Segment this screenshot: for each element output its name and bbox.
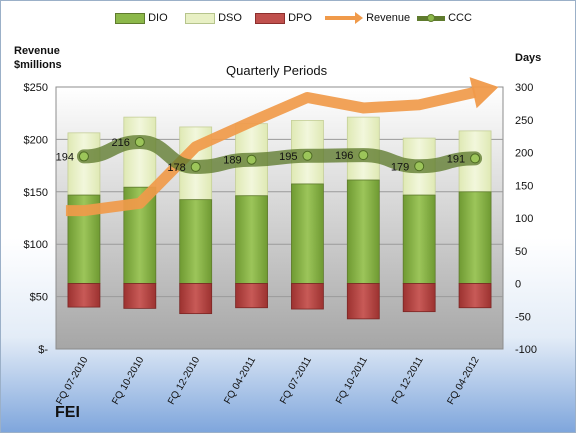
ccc-data-label: 216: [111, 137, 129, 149]
legend-revenue-arrow-icon: [325, 16, 355, 21]
x-tick-label: FQ 12-2011: [390, 355, 426, 406]
dio-bar: [291, 183, 324, 284]
legend-revenue-label: Revenue: [366, 12, 411, 24]
ccc-point: [358, 150, 369, 161]
x-tick-label: FQ 07-2011: [278, 355, 314, 406]
ccc-data-label: 178: [167, 162, 185, 174]
left-tick-label: $-: [38, 344, 48, 356]
company-label: FEI: [55, 404, 80, 421]
dso-bar: [67, 132, 101, 196]
ccc-point: [470, 153, 481, 164]
left-tick-label: $50: [30, 292, 48, 304]
right-tick-label: 250: [515, 115, 533, 127]
dio-bar: [346, 179, 380, 284]
ccc-data-label: 191: [447, 153, 465, 165]
right-tick-label: 300: [515, 82, 533, 94]
legend-ccc-swatch: [417, 13, 445, 22]
x-tick-label: FQ 10-2010: [110, 355, 146, 407]
left-axis-label-line2: $millions: [14, 59, 62, 71]
dpo-bar: [402, 283, 436, 313]
legend-dio: DIO: [115, 12, 168, 24]
dio-bar: [402, 194, 436, 284]
legend-dso: DSO: [185, 12, 242, 24]
legend-dio-label: DIO: [148, 12, 168, 24]
ccc-data-label: 189: [223, 155, 241, 167]
x-tick-label: FQ 12-2010: [166, 355, 202, 407]
right-tick-label: 50: [515, 246, 527, 258]
right-tick-label: 150: [515, 180, 533, 192]
right-tick-label: 100: [515, 213, 533, 225]
right-tick-label: 0: [515, 279, 521, 291]
left-tick-label: $250: [24, 82, 48, 94]
legend-ccc-label: CCC: [448, 12, 472, 24]
dio-bar: [235, 195, 268, 284]
dio-bar: [179, 199, 213, 284]
left-tick-label: $200: [24, 134, 48, 146]
right-axis-label: Days: [515, 52, 542, 64]
legend-dpo-swatch: [255, 12, 285, 24]
right-tick-label: -50: [515, 311, 531, 323]
left-tick-label: $150: [24, 187, 48, 199]
x-tick-label: FQ 10-2011: [334, 355, 370, 406]
x-tick-label: FQ 07-2010: [54, 355, 90, 407]
right-tick-label: -100: [515, 344, 537, 356]
left-tick-label: $100: [24, 239, 48, 251]
ccc-data-label: 195: [279, 151, 297, 163]
plot-area: [55, 86, 504, 350]
ccc-point: [190, 161, 201, 172]
ccc-data-label: 179: [391, 161, 409, 173]
ccc-point: [302, 150, 313, 161]
dpo-bar: [346, 283, 380, 320]
chart-title: Quarterly Periods: [226, 63, 328, 78]
legend-ccc: CCC: [417, 12, 472, 24]
ccc-point: [134, 137, 145, 148]
revenue-arrow-icon: [469, 77, 499, 109]
legend-dpo-label: DPO: [288, 12, 312, 24]
dpo-bar: [235, 283, 268, 309]
ccc-point: [414, 161, 425, 172]
legend-dpo: DPO: [255, 12, 312, 24]
dpo-bar: [291, 283, 324, 310]
legend-dio-swatch: [115, 12, 145, 24]
dpo-bar: [179, 283, 213, 315]
ccc-point: [78, 151, 89, 162]
right-tick-label: 200: [515, 148, 533, 160]
legend-dso-swatch: [185, 12, 215, 24]
left-axis-label-line1: Revenue: [14, 45, 60, 57]
x-tick-label: FQ 04-2011: [222, 355, 258, 406]
x-tick-label: FQ 04-2012: [445, 355, 481, 407]
ccc-point: [246, 154, 257, 165]
legend-revenue: Revenue: [325, 12, 411, 25]
ccc-data-label: 194: [56, 151, 74, 163]
legend-dso-label: DSO: [218, 12, 242, 24]
ccc-data-label: 196: [335, 150, 353, 162]
dpo-bar: [123, 283, 157, 309]
dpo-bar: [67, 283, 101, 308]
dio-bar: [458, 191, 492, 284]
dpo-bar: [458, 283, 492, 309]
dso-bar: [123, 116, 157, 188]
revenue-line: [65, 86, 477, 217]
